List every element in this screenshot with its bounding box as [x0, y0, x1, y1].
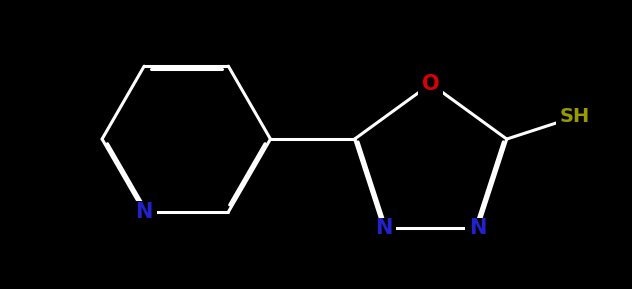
- Text: N: N: [375, 218, 392, 238]
- Text: SH: SH: [560, 108, 590, 127]
- FancyBboxPatch shape: [556, 106, 593, 128]
- FancyBboxPatch shape: [132, 201, 157, 223]
- Text: O: O: [422, 74, 439, 94]
- FancyBboxPatch shape: [418, 73, 443, 95]
- FancyBboxPatch shape: [465, 218, 490, 239]
- Text: N: N: [135, 202, 153, 222]
- FancyBboxPatch shape: [371, 218, 396, 239]
- Text: N: N: [469, 218, 487, 238]
